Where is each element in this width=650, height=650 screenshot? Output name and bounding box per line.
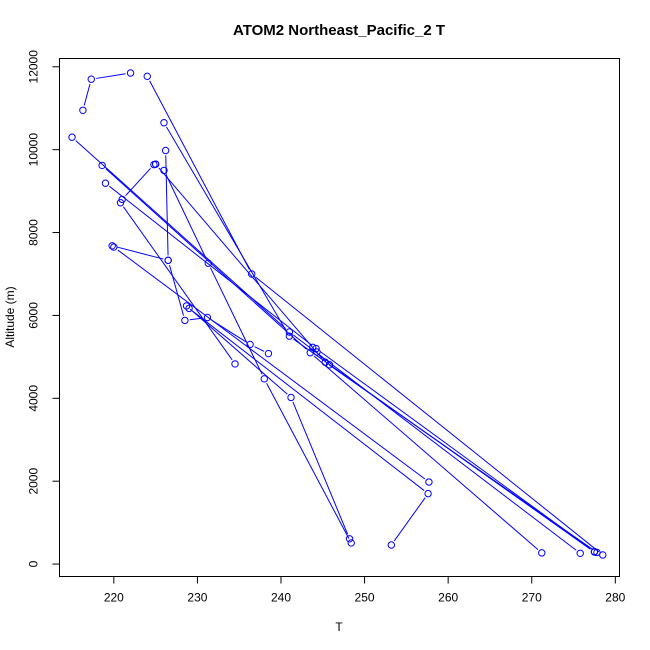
data-point <box>203 313 212 322</box>
y-tick-label: 6000 <box>27 302 41 329</box>
data-point <box>151 160 160 168</box>
series-line-segment <box>169 264 185 316</box>
series-line-segment <box>83 83 91 106</box>
series-line-segment <box>117 249 426 480</box>
data-point <box>593 548 601 557</box>
y-tick-label: 2000 <box>27 468 41 495</box>
data-point <box>264 349 273 358</box>
data-point <box>185 304 193 313</box>
series-line-segment <box>192 311 425 491</box>
series-line-segment <box>125 167 151 197</box>
series-12 <box>110 243 433 486</box>
data-point <box>87 75 95 83</box>
series-line-segment <box>96 73 126 79</box>
series-line-segment <box>123 206 233 361</box>
axes-layer: 220 230 240 250 260 270 280 0 2000 4000 6000 8000 10… <box>27 50 626 605</box>
data-point <box>116 199 125 207</box>
data-point <box>160 119 168 127</box>
series-line-segment <box>105 168 307 350</box>
data-point <box>160 166 168 175</box>
series-15 <box>309 343 334 369</box>
data-point <box>204 259 212 267</box>
series-line-segment <box>254 346 265 352</box>
data-point <box>98 161 106 170</box>
series-4 <box>98 161 546 557</box>
data-point <box>313 348 321 356</box>
series-line-segment <box>166 126 288 333</box>
x-tick-label: 280 <box>605 591 625 605</box>
data-point <box>347 539 355 547</box>
data-point <box>309 343 317 352</box>
data-point <box>143 72 151 81</box>
series-line-segment <box>165 155 169 256</box>
series-11 <box>108 242 172 265</box>
data-point <box>287 393 295 402</box>
data-point <box>387 541 396 549</box>
series-line-segment <box>189 308 288 395</box>
data-point <box>345 535 354 543</box>
x-tick-label: 240 <box>271 591 291 605</box>
series-13 <box>182 302 354 543</box>
data-point <box>182 302 191 310</box>
data-point <box>181 316 189 325</box>
y-axis-label: Altitude (m) <box>3 286 17 347</box>
series-line-segment <box>158 167 323 359</box>
data-point <box>101 179 110 187</box>
data-point <box>248 270 256 278</box>
data-point <box>68 133 76 141</box>
series-line-segment <box>292 401 349 535</box>
data-point <box>161 146 170 155</box>
x-tick-label: 220 <box>104 591 124 605</box>
series-line-segment <box>313 355 539 550</box>
data-point <box>108 242 116 250</box>
data-point <box>260 375 268 383</box>
data-point <box>424 489 432 498</box>
series-line-segment <box>293 334 577 551</box>
series-line-segment <box>165 174 207 259</box>
series-line-segment <box>393 497 426 542</box>
series-10 <box>160 166 355 547</box>
series-line-segment <box>329 364 594 551</box>
series-line-segment <box>320 355 327 362</box>
data-point <box>164 256 172 265</box>
series-line-segment <box>255 276 600 553</box>
data-point <box>576 549 584 557</box>
y-tick-label: 10000 <box>27 133 41 167</box>
series-line-segment <box>266 383 350 539</box>
series-0 <box>79 69 135 115</box>
chart-title: ATOM2 Northeast_Pacific_2 T <box>233 22 445 39</box>
series-1 <box>143 72 607 559</box>
series-line-segment <box>210 267 263 375</box>
y-tick-label: 8000 <box>27 219 41 246</box>
x-axis-label: T <box>335 620 343 634</box>
data-point <box>285 328 294 336</box>
x-tick-label: 230 <box>187 591 207 605</box>
x-tick-label: 250 <box>355 591 375 605</box>
data-point <box>246 340 254 349</box>
data-point <box>231 360 239 368</box>
data-point <box>425 478 433 486</box>
series-8 <box>116 199 239 368</box>
x-tick-label: 270 <box>522 591 542 605</box>
series-line-segment <box>116 246 164 260</box>
series-line-segment <box>149 80 250 270</box>
x-tick-label: 260 <box>438 591 458 605</box>
y-tick-label: 12000 <box>27 50 41 84</box>
series-layer <box>68 69 607 559</box>
series-7 <box>118 160 160 204</box>
y-tick-label: 0 <box>27 560 41 567</box>
data-point <box>79 106 87 115</box>
data-point <box>110 243 118 251</box>
data-point <box>538 549 546 557</box>
series-14 <box>185 304 432 549</box>
data-point <box>325 361 334 369</box>
data-point <box>321 358 329 366</box>
plot-frame <box>59 58 620 577</box>
data-point <box>126 69 135 77</box>
y-tick-label: 4000 <box>27 385 41 412</box>
